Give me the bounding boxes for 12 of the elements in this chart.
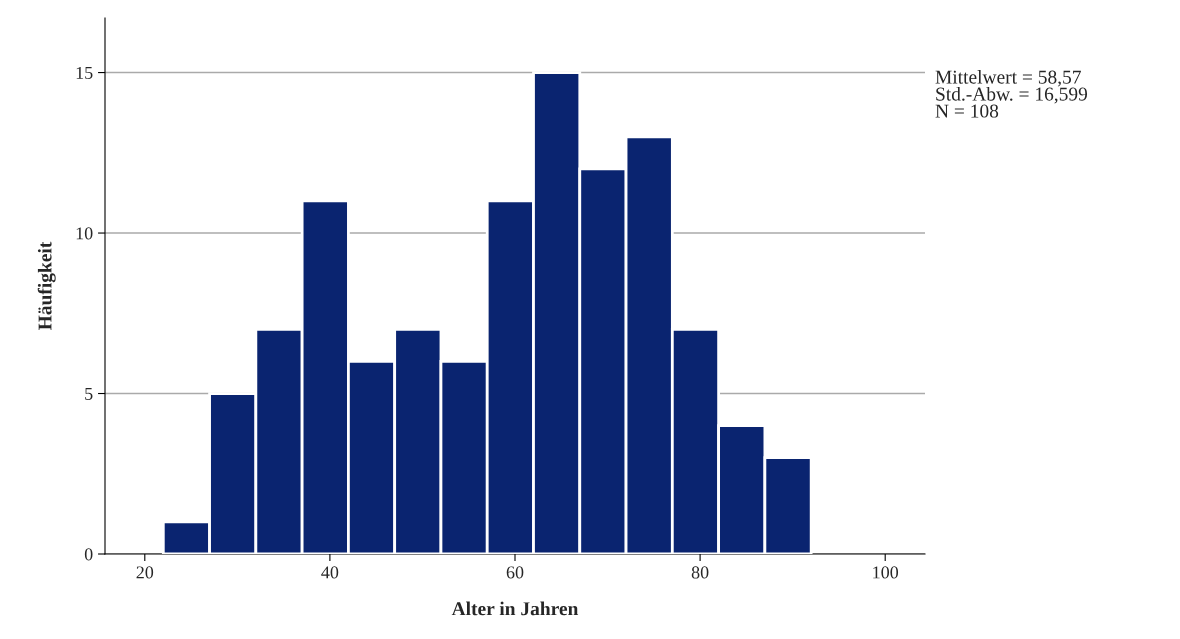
text: Mittelwert = 58,57 Std.-Abw. = 16,599 N = 108 xyxy=(935,70,1088,118)
x-tick-label: 60 xyxy=(506,566,524,579)
x-tick-label: 20 xyxy=(136,566,154,579)
y-tick-label: 0 xyxy=(84,548,93,561)
y-axis-title: Häufigkeit xyxy=(37,241,56,330)
x-tick-label: 80 xyxy=(691,566,709,579)
y-tick-label: 10 xyxy=(76,227,93,240)
x-tick-label: 100 xyxy=(873,566,899,579)
y-tick-label: 5 xyxy=(85,387,93,400)
x-tick-label: 40 xyxy=(321,566,339,579)
y-tick-label: 15 xyxy=(76,66,93,80)
x-axis-title: Alter in Jahren xyxy=(451,601,579,616)
